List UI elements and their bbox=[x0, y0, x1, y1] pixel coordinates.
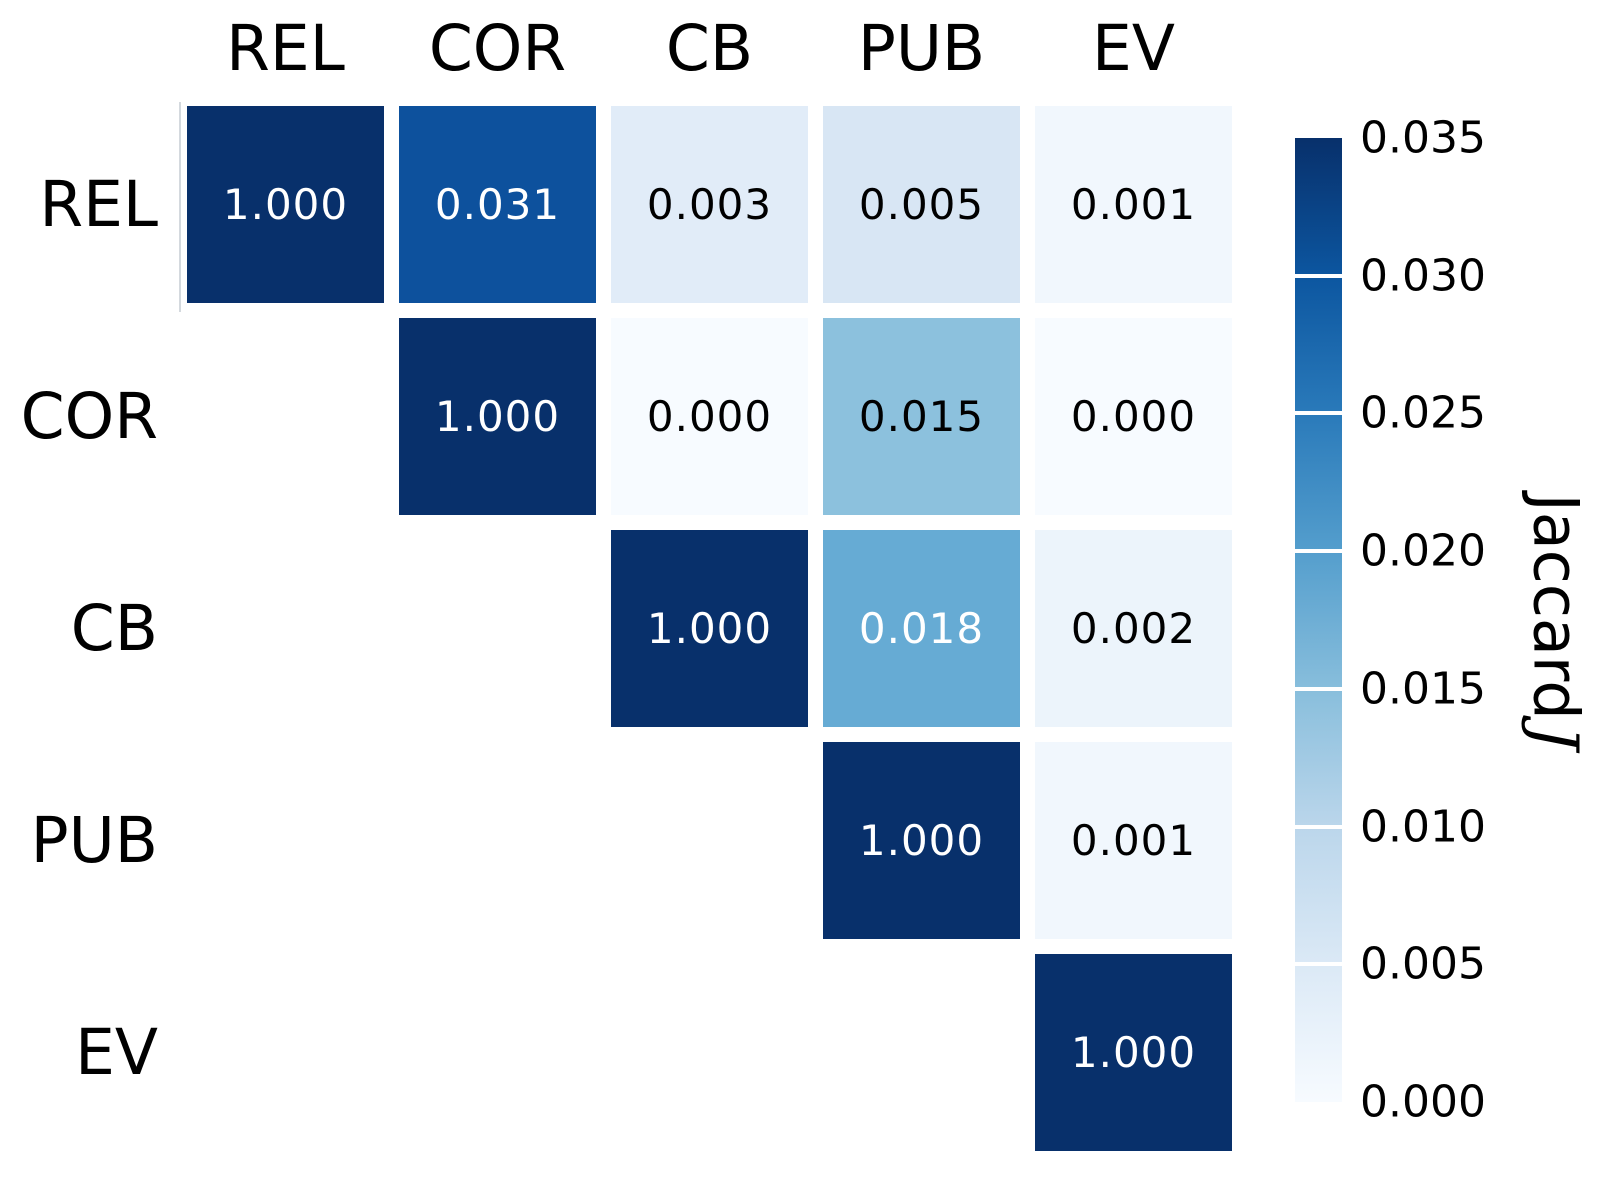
column-header: CB bbox=[665, 12, 754, 85]
row-label: PUB bbox=[30, 804, 158, 877]
column-header: PUB bbox=[857, 12, 986, 85]
heatmap-cell: 0.000 bbox=[611, 318, 808, 515]
column-header: REL bbox=[226, 12, 345, 85]
heatmap-cell: 0.005 bbox=[823, 106, 1020, 303]
cell-value: 0.018 bbox=[858, 604, 985, 653]
axis-spine bbox=[179, 102, 181, 312]
cell-value: 0.005 bbox=[858, 180, 985, 229]
cell-value: 1.000 bbox=[646, 604, 773, 653]
cell-value: 0.000 bbox=[646, 392, 773, 441]
heatmap-cell: 0.002 bbox=[1035, 530, 1232, 727]
colorbar-tick-line bbox=[1295, 549, 1342, 554]
colorbar-tick-label: 0.005 bbox=[1360, 938, 1486, 990]
cell-value: 0.002 bbox=[1070, 604, 1197, 653]
colorbar-label-symbol: J bbox=[1519, 725, 1593, 751]
colorbar-tick-label: 0.020 bbox=[1360, 525, 1486, 577]
row-label: REL bbox=[39, 168, 158, 241]
heatmap-cell: 0.003 bbox=[611, 106, 808, 303]
cell-value: 1.000 bbox=[222, 180, 349, 229]
heatmap-cell: 1.000 bbox=[823, 742, 1020, 939]
cell-value: 1.000 bbox=[858, 816, 985, 865]
heatmap-cell: 0.015 bbox=[823, 318, 1020, 515]
heatmap-cell: 1.000 bbox=[187, 106, 384, 303]
row-label: CB bbox=[70, 592, 158, 665]
colorbar-tick-line bbox=[1295, 411, 1342, 416]
cell-value: 0.003 bbox=[646, 180, 773, 229]
heatmap-cell: 0.001 bbox=[1035, 742, 1232, 939]
row-label: EV bbox=[75, 1016, 158, 1089]
cell-value: 0.001 bbox=[1070, 180, 1197, 229]
heatmap-cell: 0.000 bbox=[1035, 318, 1232, 515]
cell-value: 0.001 bbox=[1070, 816, 1197, 865]
colorbar-tick-line bbox=[1295, 824, 1342, 829]
colorbar-tick-line bbox=[1295, 273, 1342, 278]
heatmap-cell: 0.031 bbox=[399, 106, 596, 303]
colorbar-tick-line bbox=[1295, 962, 1342, 967]
colorbar-tick-label: 0.035 bbox=[1360, 112, 1486, 164]
cell-value: 0.015 bbox=[858, 392, 985, 441]
heatmap-cell: 0.001 bbox=[1035, 106, 1232, 303]
colorbar bbox=[1295, 138, 1342, 1102]
column-header: EV bbox=[1092, 12, 1175, 85]
cell-value: 1.000 bbox=[434, 392, 561, 441]
heatmap-cell: 1.000 bbox=[611, 530, 808, 727]
colorbar-label: Jaccard J bbox=[1520, 493, 1593, 750]
heatmap-cell: 0.018 bbox=[823, 530, 1020, 727]
colorbar-tick-label: 0.015 bbox=[1360, 663, 1486, 715]
colorbar-tick-label: 0.030 bbox=[1360, 250, 1486, 302]
cell-value: 0.000 bbox=[1070, 392, 1197, 441]
column-header: COR bbox=[428, 12, 567, 85]
colorbar-tick-line bbox=[1295, 686, 1342, 691]
row-label: COR bbox=[20, 380, 158, 453]
colorbar-tick-label: 0.025 bbox=[1360, 387, 1486, 439]
cell-value: 1.000 bbox=[1070, 1028, 1197, 1077]
colorbar-label-text: Jaccard bbox=[1519, 493, 1593, 720]
colorbar-tick-label: 0.010 bbox=[1360, 801, 1486, 853]
cell-value: 0.031 bbox=[434, 180, 561, 229]
colorbar-tick-label: 0.000 bbox=[1360, 1076, 1486, 1128]
heatmap-cell: 1.000 bbox=[399, 318, 596, 515]
heatmap-cell: 1.000 bbox=[1035, 954, 1232, 1151]
